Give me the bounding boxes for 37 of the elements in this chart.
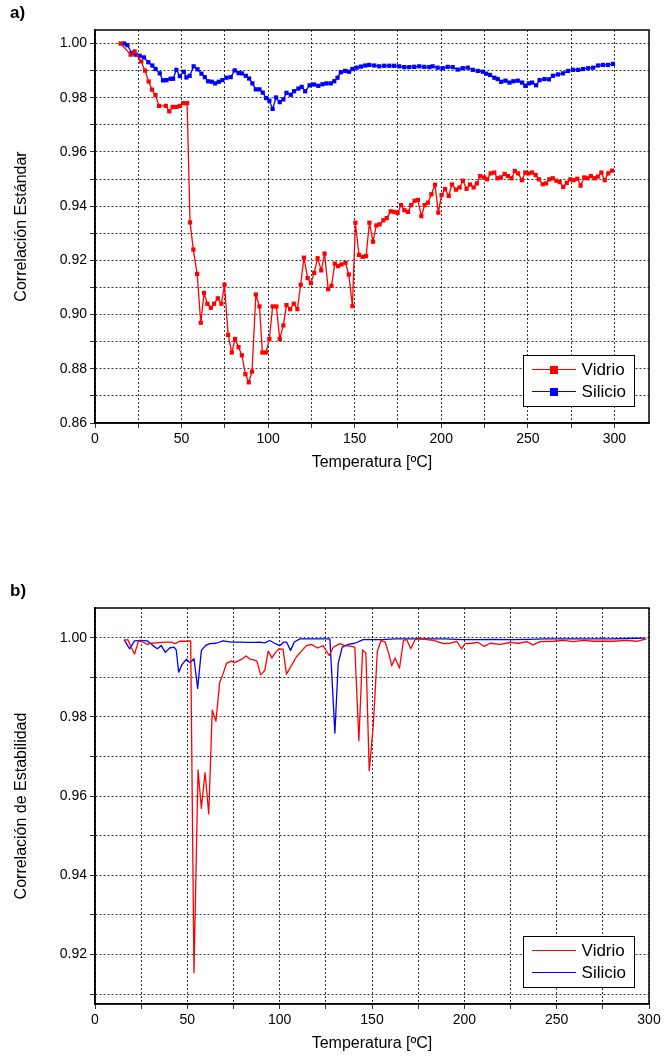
y-axis-title: Correlación de Estabilidad — [12, 712, 30, 900]
y-tick-label: 0.92 — [59, 945, 88, 962]
y-tick-label: 0.86 — [59, 413, 88, 430]
text: a) — [10, 3, 26, 22]
x-tick-label: 250 — [516, 430, 540, 447]
y-tick-label: 0.90 — [59, 305, 88, 322]
y-tick-label: 0.94 — [59, 197, 88, 214]
legend-label: Silicio — [581, 381, 626, 403]
x-tick-label: 150 — [360, 1011, 384, 1028]
x-tick-label: 300 — [602, 430, 627, 447]
x-tick-label: 50 — [173, 430, 190, 447]
x-tick-label: 150 — [343, 430, 367, 447]
x-tick-label: 50 — [179, 1011, 196, 1028]
y-tick-label: 0.98 — [59, 88, 88, 105]
x-tick-label: 100 — [267, 1011, 292, 1028]
x-axis-title: Temperatura [ºC] — [311, 1033, 433, 1051]
y-tick-label: 0.96 — [59, 786, 88, 803]
x-tick-label: 300 — [637, 1011, 661, 1028]
text: b) — [10, 581, 27, 600]
y-tick-label: 1.00 — [59, 34, 88, 51]
x-tick-label: 100 — [256, 430, 281, 447]
y-tick-label: 1.00 — [59, 628, 88, 645]
x-tick-label: 200 — [429, 430, 454, 447]
x-tick-label: 0 — [91, 430, 100, 447]
y-tick-label: 0.94 — [59, 866, 88, 883]
x-tick-label: 0 — [91, 1011, 100, 1028]
x-axis-title: Temperatura [ºC] — [311, 452, 433, 470]
legend-label: Vidrio — [581, 940, 625, 962]
y-tick-label: 0.98 — [59, 707, 88, 724]
legend-label: Vidrio — [581, 359, 625, 381]
x-tick-label: 200 — [452, 1011, 477, 1028]
y-tick-label: 0.96 — [59, 142, 88, 159]
y-axis-title: Correlación Estándar — [12, 150, 30, 302]
x-tick-label: 250 — [544, 1011, 569, 1028]
y-tick-label: 0.92 — [59, 251, 88, 268]
legend-label: Silicio — [581, 962, 626, 984]
y-tick-label: 0.88 — [59, 359, 88, 376]
